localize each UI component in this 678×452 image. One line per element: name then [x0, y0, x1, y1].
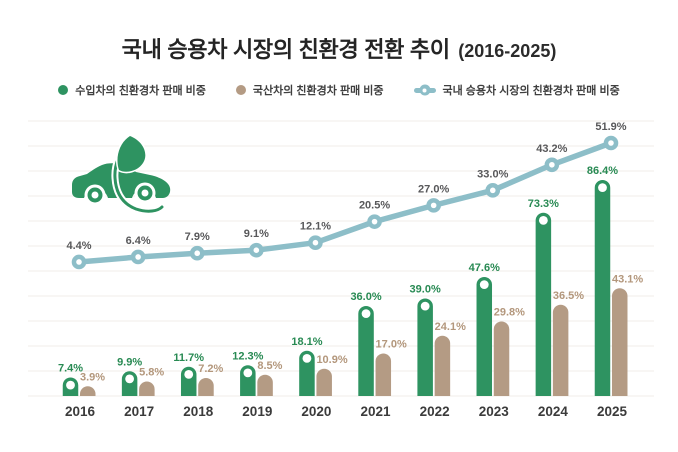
x-axis-label-2023: 2023 [479, 404, 510, 419]
page-title: 국내 승용차 시장의 친환경 전환 추이 (2016-2025) [0, 32, 678, 64]
legend-label-1: 국산차의 친환경차 판매 비중 [252, 85, 384, 97]
line-point-hole [194, 250, 201, 257]
bar-imported-cap-dot [243, 368, 253, 378]
line-point-hole [430, 202, 437, 209]
line-label-2016: 4.4% [66, 240, 91, 252]
line-label-2021: 20.5% [359, 200, 390, 212]
bar-imported-2020 [299, 350, 315, 396]
bar-label-imported-2023: 47.6% [469, 262, 500, 274]
bar-label-domestic-2020: 10.9% [316, 354, 347, 366]
bar-label-domestic-2018: 7.2% [198, 363, 223, 375]
bar-imported-2023 [476, 277, 493, 396]
bar-label-imported-2018: 11.7% [173, 352, 204, 364]
bar-imported-2022 [417, 298, 433, 396]
bar-label-imported-2016: 7.4% [58, 363, 83, 375]
bar-domestic-2024 [552, 304, 569, 396]
bar-domestic-2020 [316, 368, 332, 396]
x-axis-label-2016: 2016 [65, 404, 96, 419]
bar-label-imported-2020: 18.1% [291, 336, 322, 348]
line-label-2020: 12.1% [300, 221, 331, 233]
bar-domestic-2021 [375, 353, 392, 396]
line-label-2019: 9.1% [244, 228, 269, 240]
bar-imported-2024 [535, 212, 552, 396]
x-axis-label-2017: 2017 [124, 404, 154, 419]
bar-domestic-2017 [139, 381, 155, 396]
bar-label-domestic-2024: 36.5% [553, 290, 584, 302]
line-label-2017: 6.4% [126, 235, 151, 247]
bar-label-domestic-2023: 29.8% [494, 307, 525, 319]
domestic-series-dot-icon [235, 85, 246, 95]
bar-label-imported-2019: 12.3% [232, 350, 263, 362]
chart-legend: 수입차의 친환경차 판매 비중 국산차의 친환경차 판매 비중 국내 승용차 시장의… [0, 82, 678, 98]
line-label-2025: 51.9% [595, 121, 626, 133]
bar-label-domestic-2017: 5.8% [139, 367, 164, 379]
bar-imported-2025 [594, 179, 611, 396]
line-point-hole [253, 247, 260, 254]
bar-domestic-2018 [198, 378, 214, 396]
market-share-line [76, 140, 614, 265]
bar-label-domestic-2016: 3.9% [80, 371, 105, 383]
bar-imported-cap-dot [479, 280, 489, 289]
eco-car-icon [72, 134, 171, 215]
bar-imported-cap-dot [538, 215, 548, 225]
title-period: (2016-2025) [458, 41, 557, 61]
x-axis-label-2024: 2024 [538, 404, 569, 419]
bar-imported-cap-dot [361, 309, 371, 318]
market-series-line-icon [413, 84, 436, 96]
x-axis-label-2019: 2019 [242, 404, 272, 419]
line-label-2023: 33.0% [477, 168, 508, 180]
bar-imported-cap-dot [184, 369, 194, 379]
bar-label-domestic-2021: 17.0% [376, 339, 407, 351]
bar-imported-2021 [358, 306, 374, 396]
x-axis-label-2018: 2018 [183, 404, 214, 419]
line-point-hole [489, 187, 496, 194]
bar-label-domestic-2019: 8.5% [257, 360, 282, 372]
bar-domestic-2022 [434, 335, 451, 396]
legend-item-0: 수입차의 친환경차 판매 비중 [58, 82, 206, 98]
bar-label-imported-2017: 9.9% [117, 356, 142, 368]
x-axis-label-2022: 2022 [420, 404, 450, 419]
x-axis-label-2021: 2021 [361, 404, 392, 419]
bar-domestic-2025 [611, 288, 628, 396]
line-point-hole [371, 218, 378, 225]
imported-series-dot-icon [58, 85, 69, 95]
legend-item-2: 국내 승용차 시장의 친환경차 판매 비중 [413, 82, 620, 98]
x-axis-label-2025: 2025 [597, 404, 628, 419]
line-label-2018: 7.9% [185, 231, 210, 243]
line-point-hole [76, 259, 82, 265]
title-text: 국내 승용차 시장의 친환경 전환 추이 [121, 37, 450, 62]
line-point-hole [312, 239, 319, 246]
bar-domestic-2016 [80, 386, 96, 396]
bar-label-domestic-2022: 24.1% [435, 321, 466, 333]
bar-imported-cap-dot [420, 301, 430, 311]
legend-item-1: 국산차의 친환경차 판매 비중 [235, 82, 384, 98]
legend-label-0: 수입차의 친환경차 판매 비중 [75, 85, 206, 97]
bar-label-domestic-2025: 43.1% [612, 273, 643, 285]
line-point-hole [135, 254, 141, 260]
legend-label-2: 국내 승용차 시장의 친환경차 판매 비중 [442, 85, 620, 97]
bar-label-imported-2025: 86.4% [587, 165, 618, 177]
bar-imported-cap-dot [598, 183, 607, 193]
bar-label-imported-2024: 73.3% [528, 198, 559, 210]
line-point-hole [608, 140, 614, 146]
bar-label-imported-2022: 39.0% [410, 284, 441, 296]
bar-imported-cap-dot [302, 353, 312, 363]
bar-domestic-2019 [257, 374, 273, 396]
line-label-2022: 27.0% [418, 183, 449, 195]
bar-label-imported-2021: 36.0% [350, 291, 381, 303]
x-axis-label-2020: 2020 [301, 404, 331, 419]
line-point-hole [549, 161, 555, 168]
bar-domestic-2023 [493, 321, 510, 396]
bar-imported-cap-dot [66, 380, 75, 390]
line-label-2024: 43.2% [536, 143, 567, 155]
bar-imported-cap-dot [125, 374, 135, 384]
